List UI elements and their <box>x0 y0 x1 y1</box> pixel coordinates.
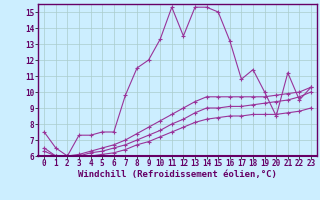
X-axis label: Windchill (Refroidissement éolien,°C): Windchill (Refroidissement éolien,°C) <box>78 170 277 179</box>
